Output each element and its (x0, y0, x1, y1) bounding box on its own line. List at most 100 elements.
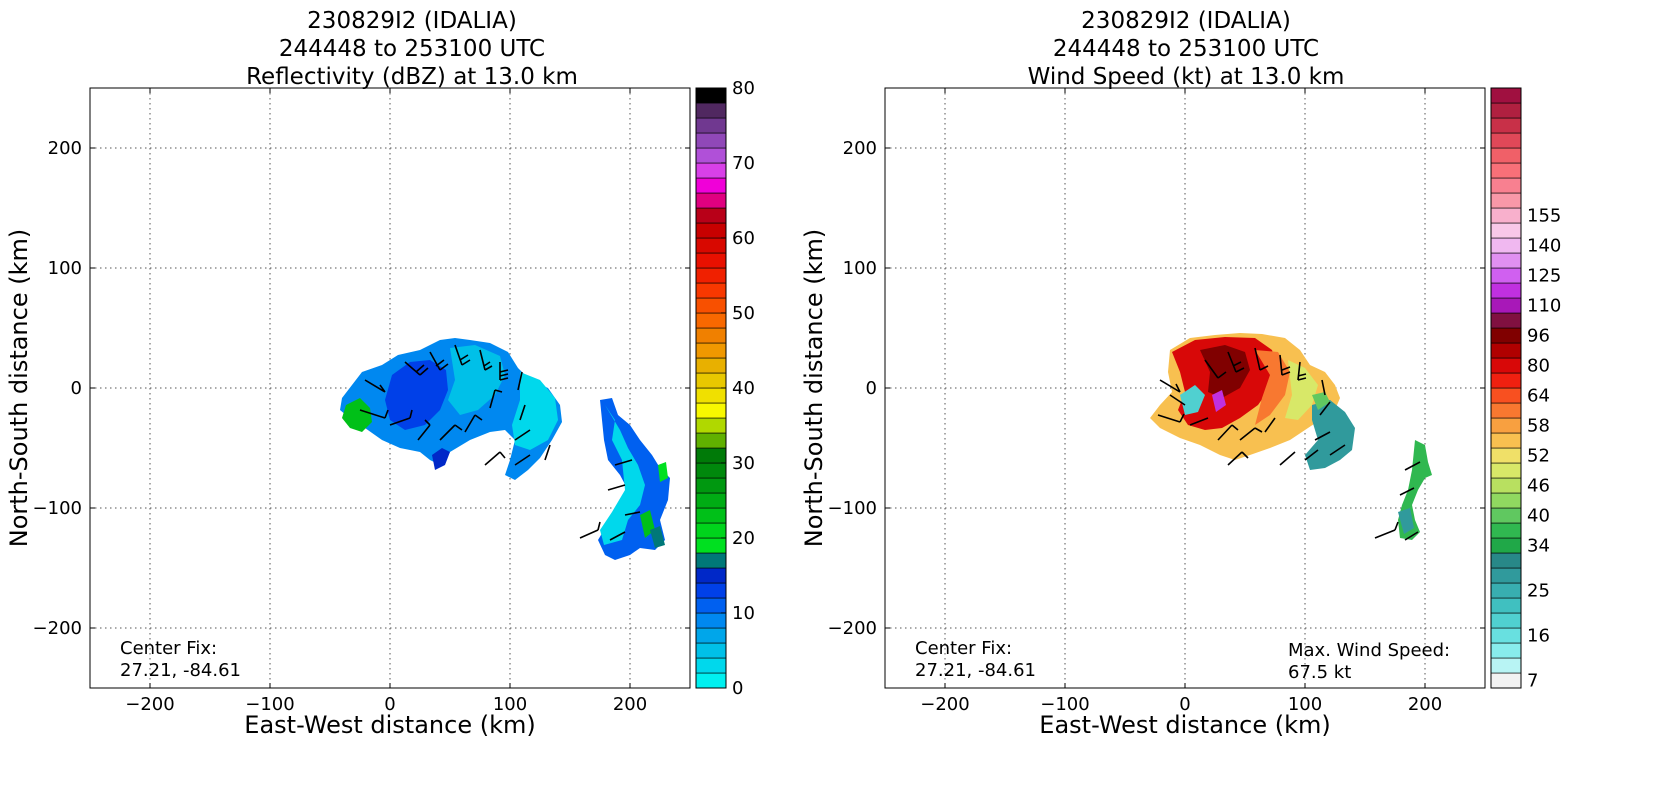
colorbar-bin (1490, 627, 1522, 644)
colorbar-tick-label: 50 (732, 303, 755, 324)
y-tick-label: 200 (843, 138, 877, 159)
reflectivity-echo-se-teal (650, 526, 665, 548)
reflectivity-echo-core (385, 360, 448, 430)
colorbar-bin (695, 207, 727, 224)
colorbar-bin (695, 432, 727, 449)
colorbar-tick-label: 52 (1527, 446, 1550, 467)
colorbar-bin (695, 642, 727, 659)
windspeed-max-wind-value: 67.5 kt (1288, 662, 1351, 683)
colorbar-bin (1490, 132, 1522, 149)
colorbar-bin (1490, 252, 1522, 269)
windspeed-title-line-1: 230829I2 (IDALIA) (1081, 8, 1291, 34)
y-tick-label: 100 (48, 258, 82, 279)
colorbar-bin (1490, 537, 1522, 554)
reflectivity-gridlines (90, 88, 690, 688)
colorbar-bin (695, 102, 727, 119)
colorbar-bin (1490, 327, 1522, 344)
reflectivity-title-line-2: 244448 to 253100 UTC (279, 36, 545, 62)
reflectivity-echo-green (342, 398, 372, 432)
windspeed-field-dark (1200, 345, 1250, 398)
colorbar-bin (1490, 582, 1522, 599)
colorbar-tick-label: 80 (1527, 356, 1550, 377)
windspeed-max-wind-label: Max. Wind Speed: (1288, 640, 1450, 661)
colorbar-tick-label: 7 (1527, 671, 1538, 692)
colorbar-bin (695, 567, 727, 584)
reflectivity-title-line-3: Reflectivity (dBZ) at 13.0 km (246, 64, 578, 90)
colorbar-bin (1490, 552, 1522, 569)
colorbar-bin (695, 627, 727, 644)
colorbar-bin (695, 342, 727, 359)
reflectivity-echo-ring (448, 345, 505, 415)
colorbar-bin (1490, 237, 1522, 254)
windspeed-title-line-3: Wind Speed (kt) at 13.0 km (1028, 64, 1345, 90)
colorbar-bin (1490, 267, 1522, 284)
colorbar-bin (695, 312, 727, 329)
windspeed-center-fix-label: Center Fix: (915, 638, 1012, 659)
colorbar-bin (1490, 387, 1522, 404)
y-tick-label: 100 (843, 258, 877, 279)
colorbar-bin (695, 87, 727, 104)
colorbar-bin (1490, 372, 1522, 389)
colorbar-bin (1490, 522, 1522, 539)
colorbar-bin (695, 597, 727, 614)
colorbar-bin (695, 582, 727, 599)
y-tick-label: −100 (33, 498, 82, 519)
x-tick-label: 0 (1179, 694, 1190, 715)
reflectivity-echo-east (512, 372, 558, 450)
windspeed-y-ticks: 200 100 0 −100 −200 (828, 138, 1485, 639)
colorbar-tick-label: 125 (1527, 266, 1561, 287)
colorbar-bin (695, 612, 727, 629)
colorbar-tick-label: 60 (732, 228, 755, 249)
colorbar-bin (695, 537, 727, 554)
reflectivity-echo-se-light (600, 405, 645, 545)
colorbar-bin (1490, 177, 1522, 194)
colorbar-bin (695, 447, 727, 464)
x-tick-label: 0 (384, 694, 395, 715)
colorbar-bin (695, 222, 727, 239)
colorbar-bin (695, 192, 727, 209)
colorbar-bin (695, 492, 727, 509)
colorbar-bin (1490, 672, 1522, 689)
colorbar-bin (1490, 282, 1522, 299)
windspeed-wind-barbs (1157, 347, 1421, 541)
x-tick-label: 200 (1408, 694, 1442, 715)
colorbar-bin (695, 552, 727, 569)
colorbar-bin (1490, 477, 1522, 494)
windspeed-panel: 230829I2 (IDALIA) 244448 to 253100 UTC W… (800, 8, 1561, 739)
windspeed-ylabel: North-South distance (km) (800, 229, 828, 548)
reflectivity-title-line-1: 230829I2 (IDALIA) (307, 8, 517, 34)
y-tick-label: 200 (48, 138, 82, 159)
windspeed-x-ticks: −200 −100 0 100 200 (920, 88, 1442, 715)
colorbar-bin (1490, 297, 1522, 314)
colorbar-tick-label: 80 (732, 78, 755, 99)
colorbar-tick-label: 40 (732, 378, 755, 399)
colorbar-bin (1490, 612, 1522, 629)
colorbar-bin (695, 402, 727, 419)
colorbar-bin (1490, 342, 1522, 359)
colorbar-tick-label: 110 (1527, 296, 1561, 317)
reflectivity-center-fix-label: Center Fix: (120, 638, 217, 659)
colorbar-bin (1490, 222, 1522, 239)
colorbar-tick-label: 64 (1527, 386, 1550, 407)
reflectivity-wind-barbs (359, 344, 641, 541)
colorbar-bin (695, 327, 727, 344)
reflectivity-center-fix-value: 27.21, -84.61 (120, 660, 241, 681)
x-tick-label: 100 (493, 694, 527, 715)
colorbar-bin (1490, 492, 1522, 509)
colorbar-bin (695, 417, 727, 434)
windspeed-field-purple (1212, 390, 1226, 412)
colorbar-bin (1490, 597, 1522, 614)
windspeed-title-line-2: 244448 to 253100 UTC (1053, 36, 1319, 62)
colorbar-tick-label: 46 (1527, 476, 1550, 497)
colorbar-bin (1490, 432, 1522, 449)
x-tick-label: 100 (1288, 694, 1322, 715)
colorbar-bin (1490, 357, 1522, 374)
colorbar-bin (695, 507, 727, 524)
reflectivity-y-ticks: 200 100 0 −100 −200 (33, 138, 690, 639)
colorbar-bin (695, 237, 727, 254)
windspeed-field-teal-east (1305, 400, 1355, 470)
colorbar-bin (695, 387, 727, 404)
colorbar-tick-label: 140 (1527, 236, 1561, 257)
colorbar-bin (695, 132, 727, 149)
colorbar-tick-label: 96 (1527, 326, 1550, 347)
